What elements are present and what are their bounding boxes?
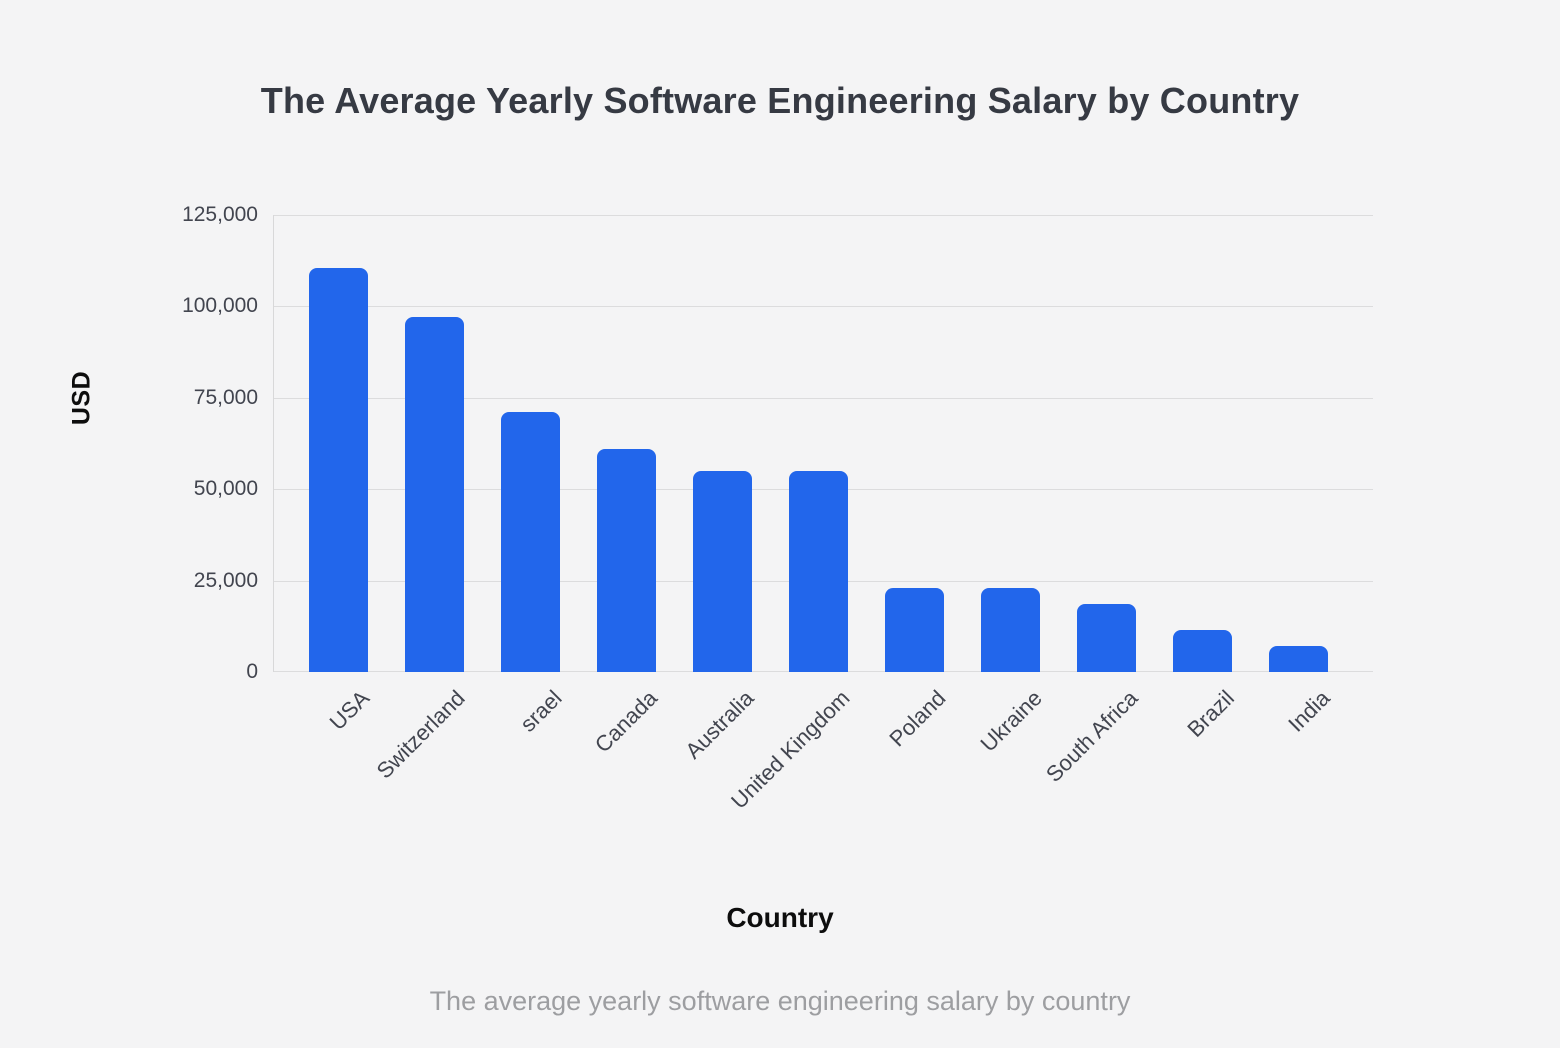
x-tick-label: India <box>1283 685 1335 737</box>
bar-usa <box>309 268 368 672</box>
gridline <box>274 215 1373 216</box>
y-tick-label: 25,000 <box>193 568 258 592</box>
gridline <box>274 306 1373 308</box>
plot-area <box>273 215 1373 672</box>
bar-poland <box>885 588 944 672</box>
y-tick-label: 125,000 <box>182 203 258 226</box>
y-tick-label: 50,000 <box>193 477 258 501</box>
y-axis-ticks: 0 25,000 50,000 75,000 100,000 125,000 <box>0 204 258 683</box>
bar-ukraine <box>981 588 1040 672</box>
chart-caption: The average yearly software engineering … <box>429 986 1131 1016</box>
gridline <box>274 397 1373 399</box>
x-tick: India <box>1018 685 1335 736</box>
x-axis-label: Country <box>726 902 834 933</box>
y-tick-label: 75,000 <box>193 385 258 409</box>
bar-south-africa <box>1077 604 1136 672</box>
bar-srael <box>501 412 560 672</box>
bar-india <box>1269 646 1328 672</box>
chart-title: The Average Yearly Software Engineering … <box>260 80 1300 121</box>
y-tick-label: 0 <box>246 660 258 683</box>
bar-switzerland <box>405 317 464 672</box>
y-tick-label: 100,000 <box>182 294 258 318</box>
bar-canada <box>597 449 656 672</box>
bar-australia <box>693 471 752 672</box>
bar-united-kingdom <box>789 471 848 672</box>
bar-brazil <box>1173 630 1232 672</box>
